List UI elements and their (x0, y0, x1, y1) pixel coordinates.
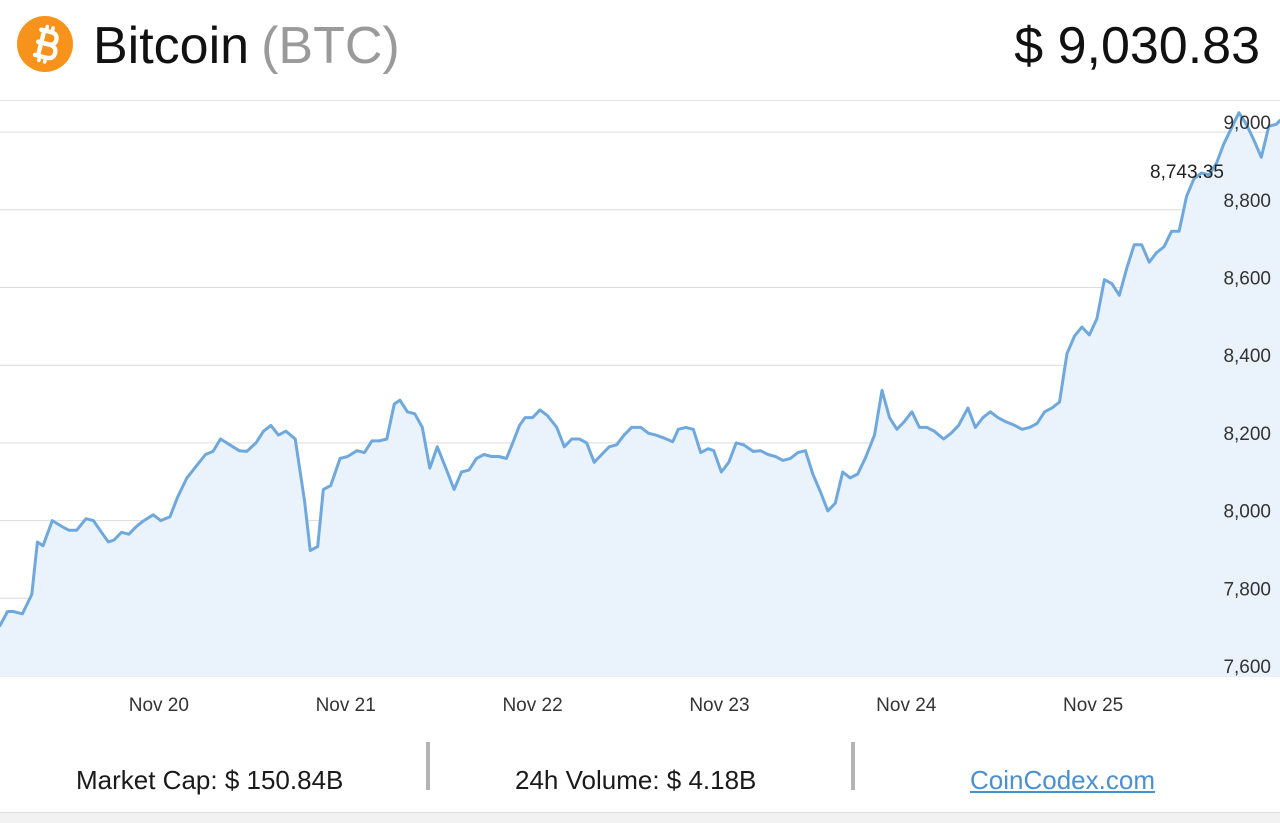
bitcoin-logo-icon (17, 16, 73, 72)
coincodex-link[interactable]: CoinCodex.com (970, 765, 1155, 795)
x-tick-label: Nov 24 (876, 695, 937, 716)
y-tick-label: 7,600 (1223, 657, 1271, 678)
market-cap-stat: Market Cap: $ 150.84B (76, 765, 344, 795)
coin-symbol: (BTC) (261, 17, 400, 75)
y-tick-label: 8,200 (1223, 424, 1271, 445)
y-tick-label: 8,000 (1223, 502, 1271, 523)
y-tick-label: 9,000 (1223, 113, 1271, 134)
x-tick-label: Nov 22 (502, 695, 562, 716)
price-chart: 7,600 7,800 8,000 8,200 8,400 8,600 8,800 9,000… (0, 101, 1280, 741)
x-tick-label: Nov 20 (129, 695, 189, 716)
volume-stat: 24h Volume: $ 4.18B (515, 765, 757, 795)
x-tick-label: Nov 23 (689, 695, 749, 716)
chart-annotation: 8,743.35 (1150, 162, 1224, 183)
y-tick-label: 7,800 (1223, 579, 1271, 600)
price-line (0, 111, 1280, 627)
x-tick-label: Nov 25 (1063, 695, 1123, 716)
bottom-bar (0, 812, 1280, 823)
y-tick-label: 8,800 (1223, 191, 1271, 212)
price-chart-svg: 7,600 7,800 8,000 8,200 8,400 8,600 8,800 9,000… (0, 111, 1280, 716)
y-tick-label: 8,400 (1223, 346, 1271, 367)
coin-name: Bitcoin (93, 17, 250, 75)
y-tick-label: 8,600 (1223, 268, 1271, 289)
footer-divider (851, 742, 855, 790)
x-tick-label: Nov 21 (316, 695, 376, 716)
footer-divider (426, 742, 430, 790)
coin-header: Bitcoin (BTC) $ 9,030.83 (0, 0, 1280, 101)
coin-title: Bitcoin (BTC) (93, 16, 400, 76)
coin-price: $ 9,030.83 (1014, 17, 1260, 75)
coin-stats-footer: Market Cap: $ 150.84B 24h Volume: $ 4.18… (0, 738, 1280, 808)
price-area-fill (0, 112, 1280, 676)
